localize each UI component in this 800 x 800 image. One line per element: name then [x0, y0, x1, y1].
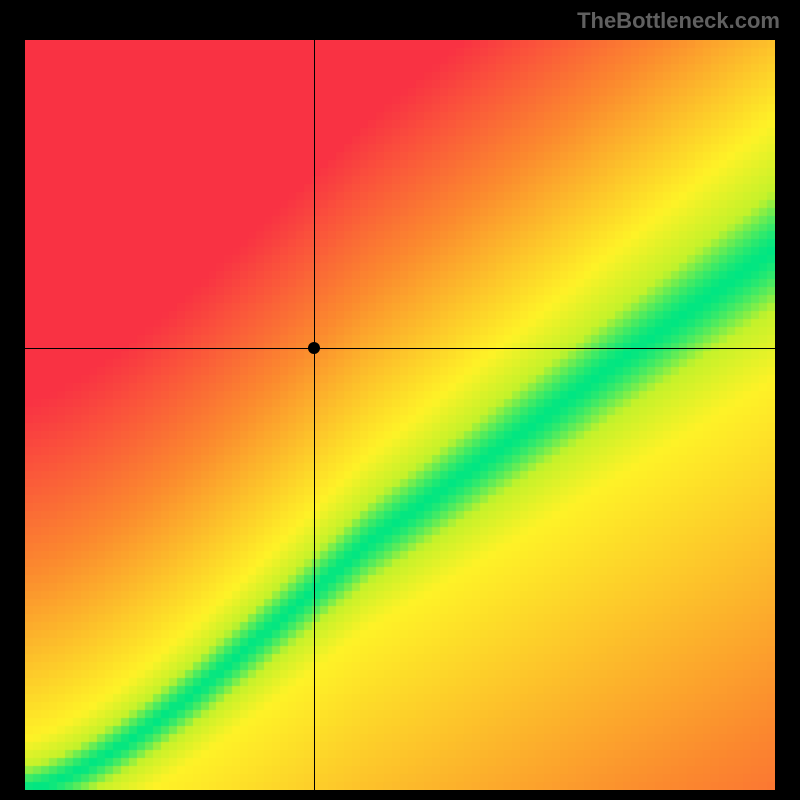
chart-container: { "watermark": "TheBottleneck.com", "cha… — [0, 0, 800, 800]
heatmap-canvas — [25, 40, 775, 790]
watermark-text: TheBottleneck.com — [577, 8, 780, 34]
crosshair-horizontal — [25, 348, 775, 349]
data-point-marker — [308, 342, 320, 354]
plot-area — [25, 40, 775, 790]
crosshair-vertical — [314, 40, 315, 790]
